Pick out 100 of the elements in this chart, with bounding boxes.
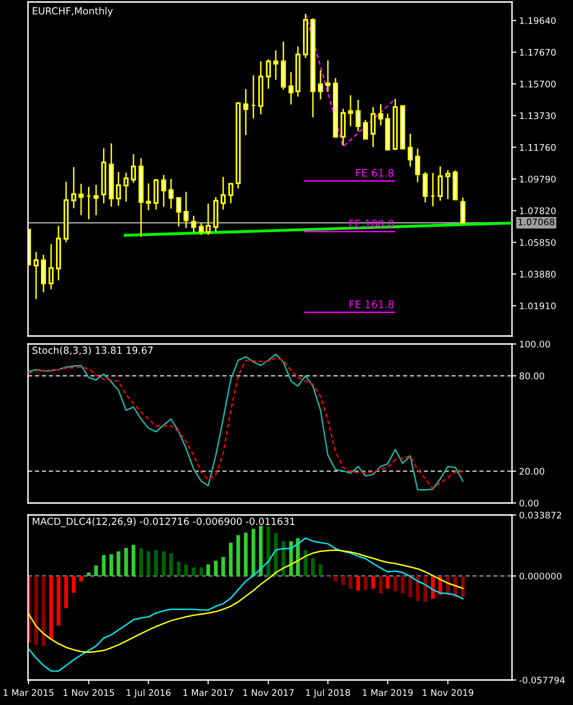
candlestick (438, 166, 443, 202)
y-tick-label: -0.057794 (519, 676, 565, 684)
line-series (28, 537, 464, 672)
candlestick (325, 60, 330, 93)
y-tick-label: 1.09790 (520, 176, 556, 183)
candlestick (94, 184, 99, 216)
candlestick (130, 154, 136, 184)
y-tick-label: 1.15700 (520, 80, 556, 88)
bar (116, 551, 120, 576)
bar (132, 544, 136, 576)
candlestick (340, 108, 346, 146)
bar (244, 532, 248, 576)
y-tick-label: 100.00 (520, 340, 550, 348)
y-tick-label: 0.00 (520, 500, 538, 507)
ref-line-label: 1.07068 (518, 218, 554, 226)
bar (124, 548, 128, 576)
candlestick (78, 183, 84, 216)
bar (192, 567, 196, 576)
chart-title: EURCHF,Monthly (32, 7, 113, 16)
bar (146, 551, 150, 576)
bar (311, 558, 315, 576)
bar (206, 564, 210, 576)
bar (176, 562, 181, 576)
y-tick-label: 1.05850 (520, 239, 556, 246)
x-tick-label: 1 Mar 2017 (183, 689, 234, 696)
x-tick-label: 1 Jul 2018 (306, 689, 350, 698)
candlestick (154, 178, 159, 210)
bar (72, 576, 76, 593)
bar (282, 541, 286, 576)
x-tick-label: 1 Mar 2015 (4, 689, 54, 696)
candlestick (356, 99, 361, 132)
bar (154, 550, 158, 576)
bar (228, 542, 233, 576)
x-tick-label: 1 Nov 2017 (243, 689, 294, 696)
bar (214, 560, 218, 576)
bar (371, 576, 375, 589)
bar (169, 553, 173, 576)
y-tick-label: 80.00 (520, 372, 544, 380)
candlestick (348, 94, 354, 127)
y-tick-label: 0.033872 (520, 512, 562, 519)
x-tick-label: 1 Jul 2016 (126, 689, 171, 698)
y-tick-label: 1.17670 (520, 48, 556, 56)
x-tick-label: 1 Nov 2019 (422, 689, 474, 696)
candlestick (318, 70, 324, 100)
bar (356, 576, 360, 591)
bar (289, 541, 293, 576)
candlestick (116, 171, 121, 206)
candlestick (415, 148, 420, 183)
bar (378, 576, 383, 594)
y-tick-label: 0.000000 (520, 572, 562, 580)
candlestick (71, 166, 76, 209)
bar (34, 576, 38, 645)
candlestick (288, 71, 294, 106)
bar (334, 576, 338, 582)
bar (318, 564, 322, 576)
y-tick-label: 1.13730 (520, 112, 556, 120)
bar (49, 576, 53, 640)
annotation: FE 161.8 (350, 300, 394, 308)
candlestick (40, 254, 46, 293)
candlestick (191, 215, 196, 234)
candlestick (146, 182, 151, 211)
bar (221, 556, 226, 576)
candlestick (124, 172, 129, 202)
bar (86, 572, 91, 576)
bar (109, 554, 114, 576)
chart-title: Stoch(8,3,3) 13.81 19.67 (32, 346, 153, 356)
candlestick (445, 169, 450, 200)
candlestick (168, 178, 174, 210)
bar (56, 576, 60, 626)
y-tick-label: 1.19640 (520, 17, 556, 24)
line-series (28, 549, 464, 653)
candlestick (228, 182, 234, 204)
bar (296, 538, 300, 576)
y-tick-label: 1.01910 (520, 302, 556, 310)
bar (348, 576, 352, 589)
y-tick-label: 1.11760 (520, 144, 556, 151)
bar (252, 528, 256, 576)
candlestick (184, 191, 189, 229)
candlestick (460, 196, 466, 224)
annotation: FE 61.8 (356, 168, 394, 177)
bar (386, 576, 390, 589)
bar (79, 576, 83, 582)
bar (304, 550, 308, 576)
candlestick (266, 58, 271, 90)
bar (102, 555, 106, 576)
bar (393, 576, 398, 592)
bar (64, 576, 68, 608)
candlestick (48, 243, 54, 290)
y-tick-label: 1.07820 (520, 207, 556, 214)
x-tick-label: 1 Mar 2019 (362, 689, 413, 696)
bar (416, 576, 420, 601)
bar (139, 548, 143, 576)
bar (236, 535, 240, 576)
y-tick-label: 20.00 (520, 468, 544, 475)
candlestick (220, 176, 226, 210)
x-tick-label: 1 Nov 2015 (64, 689, 114, 696)
bar (266, 526, 270, 576)
candlestick (370, 106, 376, 148)
candlestick (34, 251, 39, 300)
bar (184, 564, 188, 576)
